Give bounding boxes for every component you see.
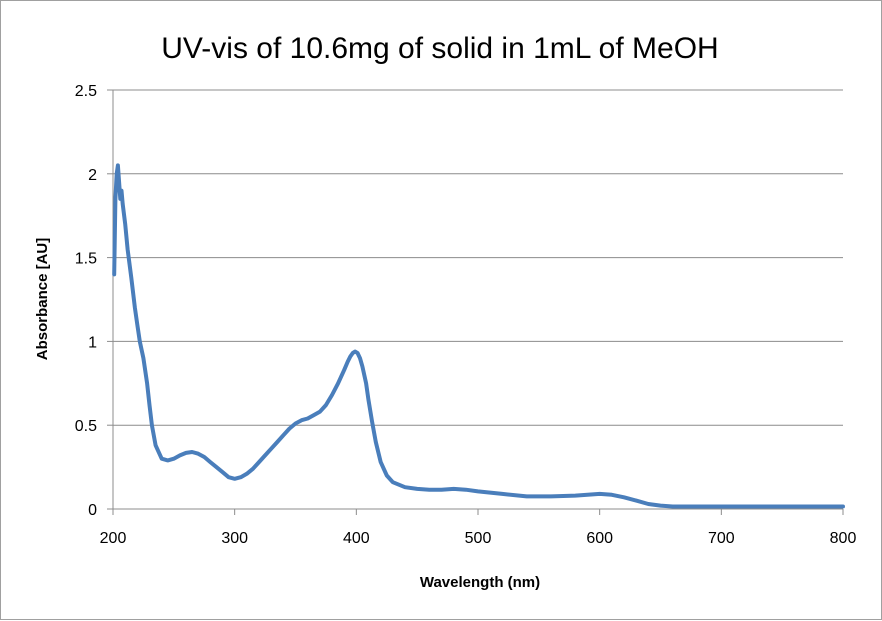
x-tick-labels: 200 300 400 500 600 700 800 [100,530,857,547]
y-axis-label: Absorbance [AU] [34,238,51,361]
x-tick-label: 200 [100,530,127,547]
x-tick-label: 500 [465,530,492,547]
y-tick-label: 1 [88,334,97,351]
y-tick-label: 1.5 [75,251,97,268]
x-tick-label: 400 [343,530,370,547]
chart-title: UV-vis of 10.6mg of solid in 1mL of MeOH [161,32,718,65]
x-tick-label: 600 [586,530,613,547]
series-layer [112,163,845,509]
y-tick-label: 0.5 [75,418,97,435]
y-tick-labels: 0 0.5 1 1.5 2 2.5 [75,83,97,519]
x-tick-label: 700 [708,530,735,547]
x-tick-label: 800 [830,530,857,547]
x-tick-label: 300 [221,530,248,547]
y-tick-label: 0 [88,502,97,519]
y-tick-label: 2 [88,167,97,184]
gridlines [113,89,843,426]
x-axis-label: Wavelength (nm) [420,574,540,591]
y-tick-label: 2.5 [75,83,97,100]
series-line-absorbance [112,163,845,509]
axes [107,89,844,515]
